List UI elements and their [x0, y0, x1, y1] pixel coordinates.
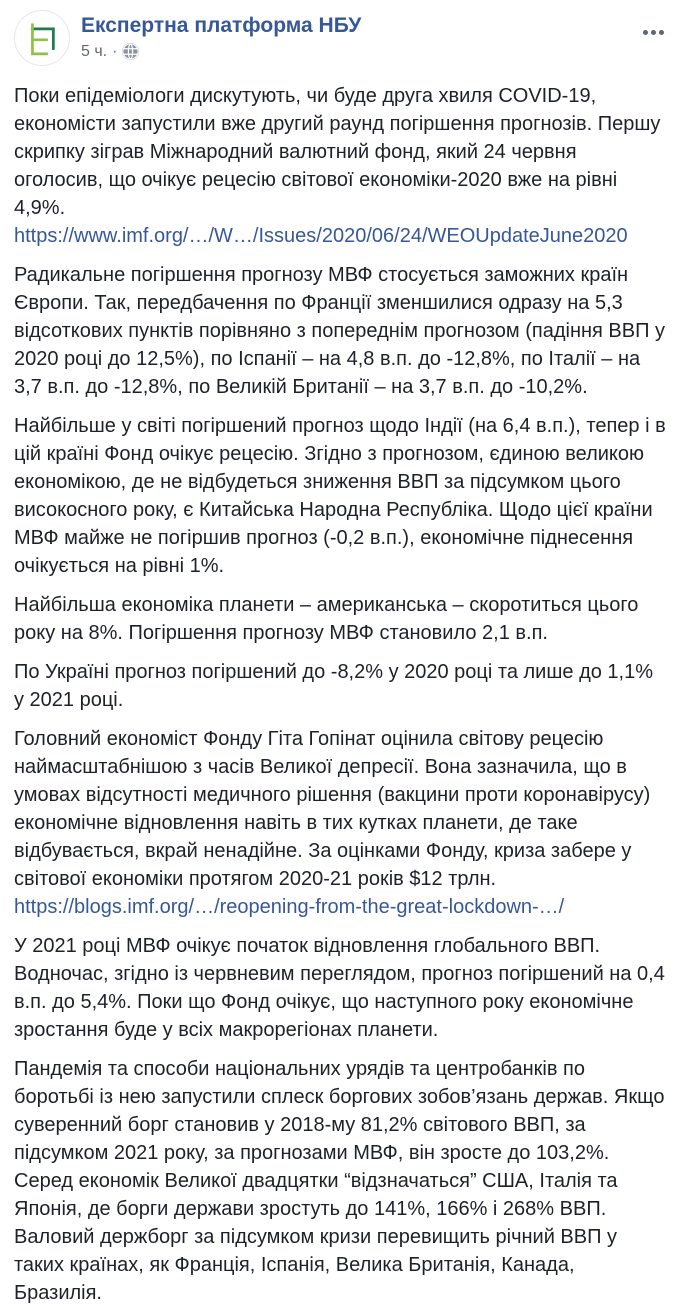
ellipsis-icon	[643, 30, 664, 35]
paragraph-text: У 2021 році МВФ очікує початок відновлен…	[14, 935, 665, 1041]
post-body: Поки епідеміологи дискутують, чи буде др…	[14, 82, 668, 1305]
post-paragraph: Пандемія та способи національних урядів …	[14, 1055, 668, 1305]
post-paragraph: Найбільше у світі погіршений прогноз щод…	[14, 412, 668, 580]
post-header: Експертна платформа НБУ 5 ч. ·	[14, 10, 668, 66]
post-paragraph: Радикальне погіршення прогнозу МВФ стосу…	[14, 261, 668, 401]
paragraph-text: Головний економіст Фонду Гіта Гопінат оц…	[14, 728, 651, 890]
paragraph-text: Радикальне погіршення прогнозу МВФ стосу…	[14, 264, 666, 398]
timestamp-link[interactable]: 5 ч.	[81, 42, 108, 60]
page-name-link[interactable]: Експертна платформа НБУ	[81, 14, 362, 37]
post-meta: 5 ч. ·	[81, 42, 361, 61]
meta-separator: ·	[112, 42, 118, 60]
post-options-button[interactable]	[641, 24, 666, 41]
post-paragraph: Головний економіст Фонду Гіта Гопінат оц…	[14, 725, 668, 921]
avatar[interactable]	[14, 10, 70, 66]
globe-icon	[122, 43, 140, 61]
paragraph-text: Пандемія та способи національних урядів …	[14, 1058, 665, 1304]
header-text: Експертна платформа НБУ 5 ч. ·	[81, 10, 362, 61]
post-paragraph: Поки епідеміологи дискутують, чи буде др…	[14, 82, 668, 250]
nbu-expert-platform-logo-icon	[22, 18, 62, 58]
post-paragraph: Найбільша економіка планети – американсь…	[14, 591, 668, 647]
paragraph-text: Поки епідеміологи дискутують, чи буде др…	[14, 85, 661, 219]
paragraph-text: Найбільша економіка планети – американсь…	[14, 594, 639, 644]
paragraph-text: По Україні прогноз погіршений до -8,2% у…	[14, 661, 654, 711]
post-link[interactable]: https://www.imf.org/…/W…/Issues/2020/06/…	[14, 225, 628, 247]
post-link[interactable]: https://blogs.imf.org/…/reopening-from-t…	[14, 896, 565, 918]
post-paragraph: У 2021 році МВФ очікує початок відновлен…	[14, 932, 668, 1044]
post-paragraph: По Україні прогноз погіршений до -8,2% у…	[14, 658, 668, 714]
paragraph-text: Найбільше у світі погіршений прогноз щод…	[14, 415, 666, 577]
